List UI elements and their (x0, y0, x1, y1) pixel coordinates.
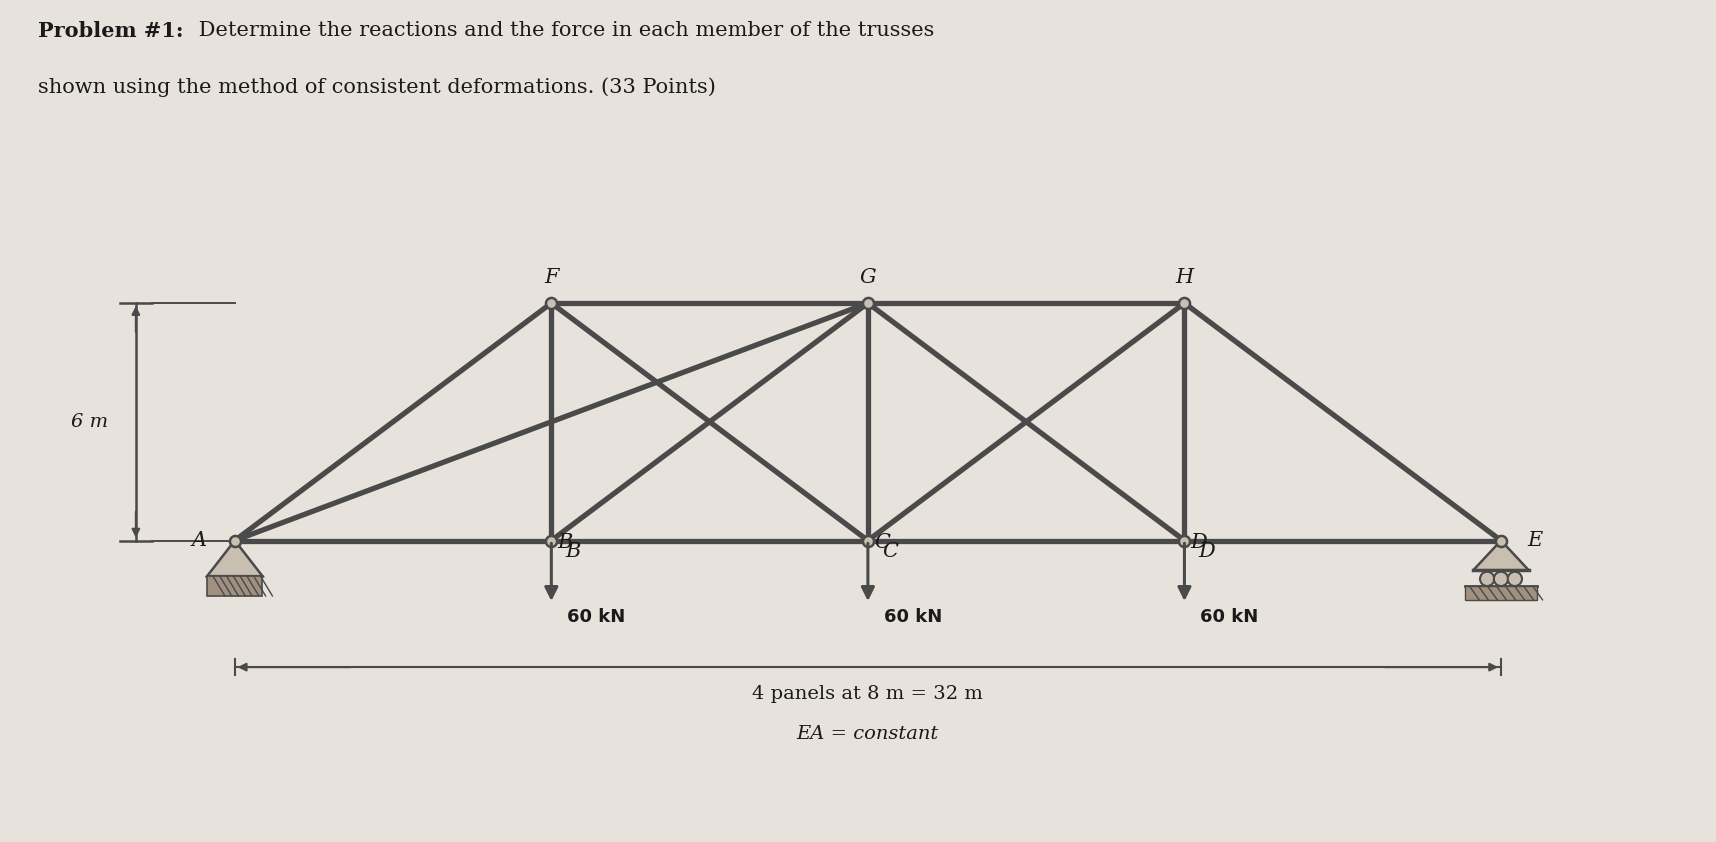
Text: D: D (1189, 533, 1206, 552)
Text: G: G (860, 268, 877, 287)
Circle shape (1479, 572, 1495, 586)
Text: A: A (192, 531, 206, 550)
Text: shown using the method of consistent deformations. (33 Points): shown using the method of consistent def… (38, 77, 716, 97)
Text: 6 m: 6 m (70, 413, 108, 431)
Text: 60 kN: 60 kN (1199, 608, 1258, 626)
Text: 60 kN: 60 kN (568, 608, 625, 626)
Text: EA = constant: EA = constant (796, 724, 939, 743)
Text: B: B (565, 542, 580, 562)
Text: D: D (1198, 542, 1215, 562)
Text: F: F (544, 268, 559, 287)
Text: H: H (1175, 268, 1194, 287)
FancyBboxPatch shape (208, 576, 263, 596)
Circle shape (1508, 572, 1522, 586)
Text: 60 kN: 60 kN (884, 608, 942, 626)
Text: Determine the reactions and the force in each member of the trusses: Determine the reactions and the force in… (192, 21, 935, 40)
Polygon shape (1474, 541, 1529, 570)
Text: E: E (1527, 531, 1543, 550)
Polygon shape (208, 541, 263, 576)
Text: B: B (558, 533, 573, 552)
Text: C: C (882, 542, 897, 562)
Text: 4 panels at 8 m = 32 m: 4 panels at 8 m = 32 m (752, 685, 983, 703)
Text: C: C (873, 533, 889, 552)
Circle shape (1495, 572, 1508, 586)
Text: Problem #1:: Problem #1: (38, 21, 184, 41)
FancyBboxPatch shape (1465, 586, 1536, 600)
